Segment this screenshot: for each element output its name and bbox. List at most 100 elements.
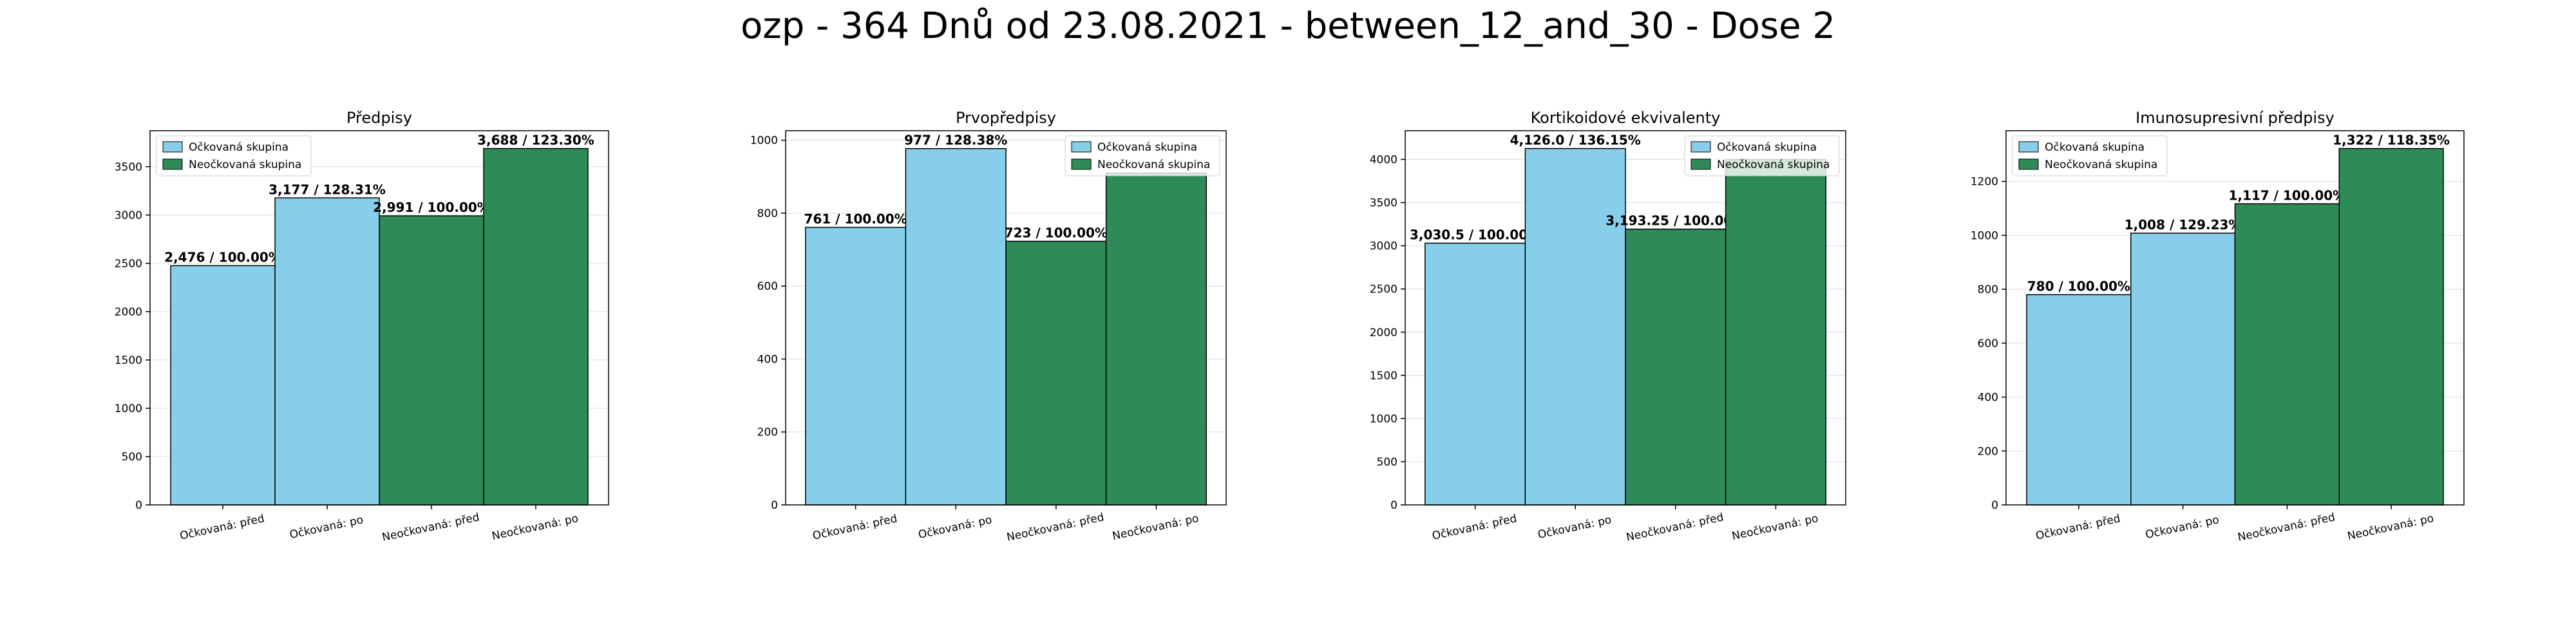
x-tick-label: Neočkovaná: po	[2346, 512, 2435, 543]
legend: Očkovaná skupina Neočkovaná skupina	[1065, 135, 1220, 176]
y-tick-label: 2500	[115, 258, 142, 270]
y-tick-label: 3000	[1370, 240, 1397, 253]
bar	[274, 197, 380, 506]
y-tick-label: 400	[1978, 392, 1998, 404]
legend-box	[156, 135, 312, 176]
data-label: 780 / 100.00%	[2027, 279, 2130, 294]
y-tick-label: 600	[757, 280, 778, 293]
y-tick-label: 1200	[1971, 176, 1998, 189]
y-tick-label: 0	[1390, 499, 1397, 512]
data-label: 723 / 100.00%	[1005, 225, 1108, 241]
legend-swatch	[162, 141, 183, 153]
bar	[170, 265, 276, 506]
plot-frame	[149, 130, 609, 506]
legend-box	[1684, 135, 1840, 176]
legend-label: Očkovaná skupina	[1717, 141, 1817, 154]
data-label: 3,688 / 123.30%	[477, 133, 594, 148]
legend-swatch	[1690, 141, 1711, 153]
x-tick-label: Očkovaná: před	[811, 512, 898, 542]
y-tick-label: 400	[757, 353, 778, 366]
data-label: 1,117 / 100.00%	[2229, 187, 2346, 203]
legend-swatch	[1690, 158, 1711, 170]
plot-frame	[2005, 130, 2465, 506]
x-tick-label: Neočkovaná: po	[491, 512, 580, 543]
bar	[905, 147, 1007, 506]
x-tick-label: Neočkovaná: před	[2237, 511, 2336, 544]
y-tick-label: 2500	[1370, 283, 1397, 296]
bar	[1725, 158, 1826, 506]
y-tick-label: 1500	[115, 354, 142, 367]
bar	[1005, 240, 1107, 506]
y-tick-label: 0	[1991, 499, 1998, 512]
data-label: 2,476 / 100.00%	[164, 249, 281, 265]
chart-title: Předpisy	[346, 109, 412, 127]
plot-frame	[785, 130, 1227, 506]
y-tick-label: 1000	[115, 402, 142, 415]
x-tick-label: Očkovaná: před	[2034, 512, 2121, 542]
data-label: 1,008 / 129.23%	[2125, 217, 2242, 232]
y-tick-label: 0	[771, 499, 778, 512]
bar	[1105, 172, 1207, 506]
chart-2: Prvopředpisy 0 200 400 600 800 1000 761 / 100.0…	[750, 109, 1227, 544]
bar	[379, 215, 484, 506]
chart-1: Předpisy 0 500 1000 1500 2000 2500 3000 3500 2,47…	[115, 109, 609, 544]
data-label: 3,030.5 / 100.00%	[1410, 227, 1540, 243]
y-tick-label: 3000	[115, 209, 142, 222]
chart-title: Kortikoidové ekvivalenty	[1531, 109, 1721, 127]
y-tick-label: 1000	[750, 135, 778, 147]
chart-title: Imunosupresivní předpisy	[2136, 109, 2334, 127]
x-tick-label: Očkovaná: po	[289, 513, 365, 542]
y-tick-label: 500	[122, 451, 142, 464]
x-tick-label: Neočkovaná: před	[1005, 511, 1105, 544]
bar	[1524, 147, 1626, 506]
bar	[2338, 147, 2444, 506]
data-label: 761 / 100.00%	[804, 211, 907, 227]
bar	[1425, 242, 1526, 506]
legend-label: Neočkovaná skupina	[1717, 158, 1830, 171]
y-tick-label: 1000	[1971, 229, 1998, 242]
x-tick-label: Očkovaná: před	[1431, 512, 1518, 542]
legend-label: Neočkovaná skupina	[2045, 158, 2157, 171]
y-tick-label: 800	[1978, 283, 1998, 296]
bar	[1625, 228, 1727, 506]
x-tick-label: Očkovaná: po	[1537, 513, 1613, 542]
y-tick-label: 2000	[115, 306, 142, 319]
legend: Očkovaná skupina Neočkovaná skupina	[1684, 135, 1840, 176]
y-tick-label: 800	[757, 207, 778, 220]
y-tick-label: 1000	[1370, 413, 1397, 426]
legend-swatch	[2018, 141, 2039, 153]
legend-box	[2012, 135, 2168, 176]
y-tick-label: 0	[135, 499, 142, 512]
x-tick-label: Očkovaná: před	[178, 512, 265, 542]
bar	[2234, 203, 2340, 506]
legend-swatch	[1071, 158, 1092, 170]
data-label: 3,177 / 128.31%	[269, 182, 386, 197]
y-tick-label: 1500	[1370, 370, 1397, 383]
data-label: 3,193.25 / 100.00%	[1605, 213, 1745, 229]
y-tick-label: 3500	[115, 161, 142, 174]
chart-title: Prvopředpisy	[956, 109, 1056, 127]
y-tick-label: 600	[1978, 337, 1998, 350]
data-label: 1,322 / 118.35%	[2333, 133, 2450, 148]
x-tick-label: Očkovaná: po	[917, 513, 993, 542]
x-tick-label: Neočkovaná: po	[1112, 512, 1200, 543]
legend-label: Neočkovaná skupina	[189, 158, 301, 171]
chart-4: Imunosupresivní předpisy 0 200 400 600 800 100…	[1971, 109, 2465, 544]
legend-swatch	[1071, 141, 1092, 153]
x-tick-label: Očkovaná: po	[2145, 513, 2221, 542]
bar	[483, 147, 589, 506]
bar	[2130, 232, 2236, 506]
chart-3: Kortikoidové ekvivalenty 0 500 1000 1500 2000…	[1370, 109, 1846, 544]
bar	[2026, 294, 2132, 506]
legend-label: Neočkovaná skupina	[1097, 158, 1210, 171]
legend-label: Očkovaná skupina	[1097, 141, 1197, 154]
y-tick-label: 200	[757, 426, 778, 439]
data-label: 4,126.0 / 136.15%	[1510, 133, 1641, 148]
legend: Očkovaná skupina Neočkovaná skupina	[2012, 135, 2168, 176]
legend-label: Očkovaná skupina	[2045, 141, 2145, 154]
y-tick-label: 3500	[1370, 197, 1397, 210]
bar	[805, 227, 907, 506]
y-tick-label: 200	[1978, 445, 1998, 458]
legend-label: Očkovaná skupina	[189, 141, 289, 154]
